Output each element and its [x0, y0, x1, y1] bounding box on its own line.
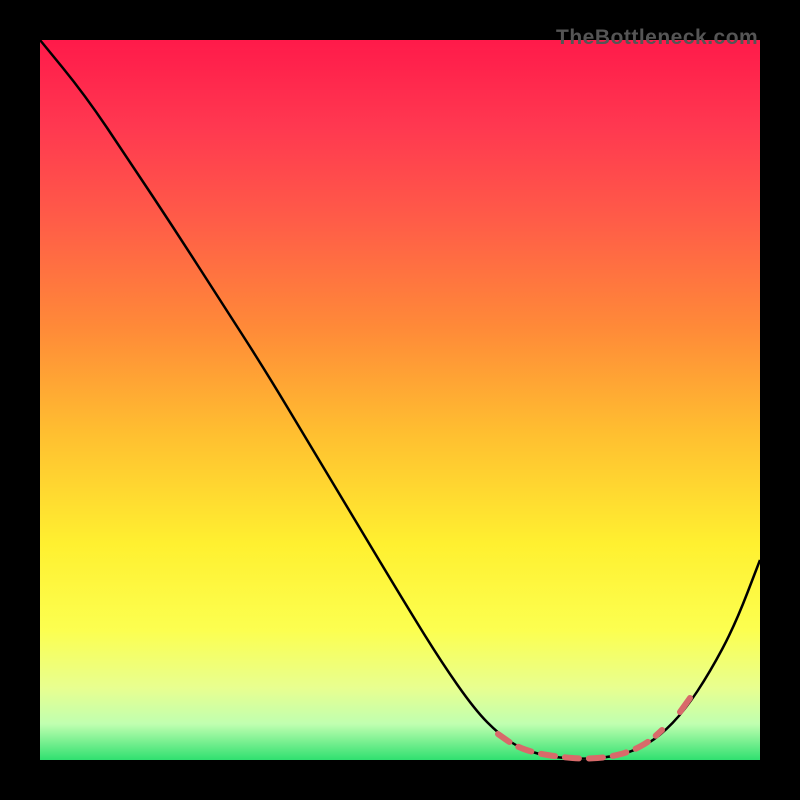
plot-background: [40, 40, 760, 760]
bottleneck-chart: [0, 0, 800, 800]
watermark-text: TheBottleneck.com: [556, 26, 758, 50]
